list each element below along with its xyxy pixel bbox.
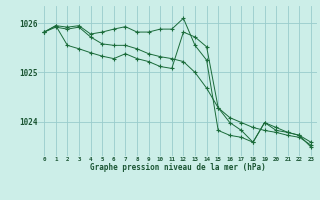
X-axis label: Graphe pression niveau de la mer (hPa): Graphe pression niveau de la mer (hPa) (90, 163, 266, 172)
